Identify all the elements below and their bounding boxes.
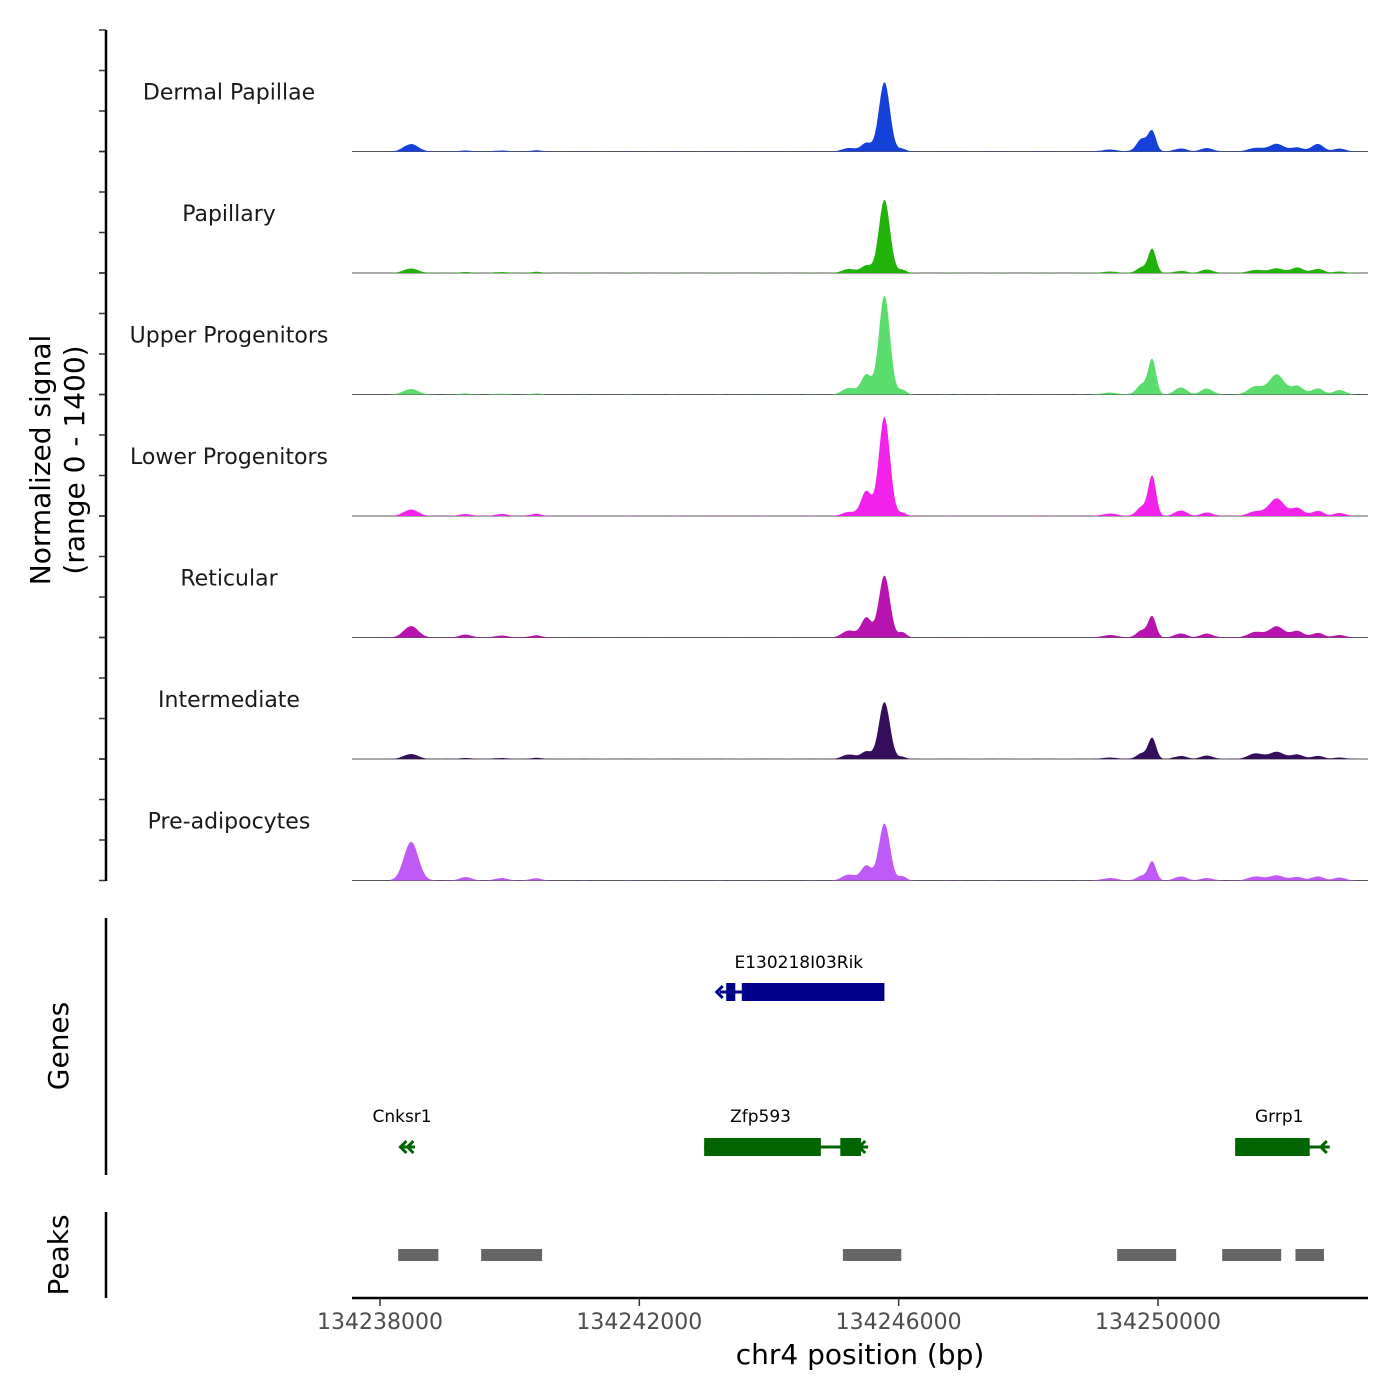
gene-label: Cnksr1 xyxy=(372,1107,431,1127)
track-pre-adipocytes: Pre-adipocytes xyxy=(99,758,1368,882)
peak-region xyxy=(1222,1249,1282,1261)
track-label: Papillary xyxy=(182,202,276,227)
genes-panel: E130218I03Rik Cnksr1 Zfp593 Grrp1 xyxy=(372,953,1330,1156)
x-axis: 134238000 134242000 134246000 134250000 xyxy=(317,1296,1368,1335)
coverage-area xyxy=(390,199,1356,273)
gene-exon xyxy=(840,1138,862,1156)
gene-label: E130218I03Rik xyxy=(734,953,863,973)
y-axis-title-line2: (range 0 - 1400) xyxy=(58,345,91,574)
coverage-area xyxy=(390,575,1356,638)
coverage-area xyxy=(390,702,1356,759)
track-label: Upper Progenitors xyxy=(130,324,329,349)
peak-region xyxy=(842,1249,902,1261)
gene-e130218i03rik: E130218I03Rik xyxy=(714,953,885,1001)
peak-region xyxy=(481,1249,543,1261)
x-tick-label: 134242000 xyxy=(576,1310,702,1335)
track-papillary: Papillary xyxy=(99,150,1368,274)
gene-exon xyxy=(741,983,885,1001)
gene-exon xyxy=(1235,1138,1310,1156)
peaks-panel xyxy=(398,1249,1324,1261)
peak-region xyxy=(398,1249,439,1261)
peak-region xyxy=(1117,1249,1177,1261)
track-label: Reticular xyxy=(180,567,278,592)
x-tick-label: 134238000 xyxy=(317,1310,443,1335)
strand-arrow xyxy=(405,1139,415,1155)
peaks-axis-title: Peaks xyxy=(42,1214,75,1295)
strand-arrow xyxy=(714,984,724,1000)
track-dermal-papillae: Dermal Papillae xyxy=(99,29,1368,153)
peak-region xyxy=(1295,1249,1324,1261)
track-lower-progenitors: Lower Progenitors xyxy=(99,393,1368,517)
track-intermediate: Intermediate xyxy=(99,636,1368,760)
track-label: Lower Progenitors xyxy=(130,445,328,470)
y-axis-title-line1: Normalized signal xyxy=(24,335,57,586)
coverage-area xyxy=(390,295,1356,395)
coverage-area xyxy=(390,416,1356,516)
coverage-area xyxy=(390,823,1356,881)
gene-cnksr1: Cnksr1 xyxy=(372,1107,432,1155)
strand-arrow xyxy=(873,984,883,1000)
x-tick-label: 134246000 xyxy=(836,1310,962,1335)
gene-exon xyxy=(726,983,736,1001)
track-reticular: Reticular xyxy=(99,515,1368,639)
track-upper-progenitors: Upper Progenitors xyxy=(99,272,1368,396)
x-tick-label: 134250000 xyxy=(1095,1310,1221,1335)
gene-label: Grrp1 xyxy=(1255,1107,1303,1127)
x-axis-title: chr4 position (bp) xyxy=(736,1338,985,1371)
track-label: Intermediate xyxy=(158,688,300,713)
coverage-area xyxy=(390,82,1356,152)
track-label: Pre-adipocytes xyxy=(148,810,311,835)
coverage-tracks: Dermal Papillae Papillary Upper Progenitor… xyxy=(99,29,1368,882)
gene-zfp593: Zfp593 xyxy=(704,1107,869,1156)
gene-exon xyxy=(704,1138,821,1156)
track-label: Dermal Papillae xyxy=(143,81,315,106)
strand-arrow xyxy=(398,1139,408,1155)
strand-arrow xyxy=(857,1139,867,1155)
gene-label: Zfp593 xyxy=(730,1107,791,1127)
genes-axis-title: Genes xyxy=(42,1002,75,1090)
gene-grrp1: Grrp1 xyxy=(1235,1107,1330,1156)
strand-arrow xyxy=(1318,1139,1328,1155)
